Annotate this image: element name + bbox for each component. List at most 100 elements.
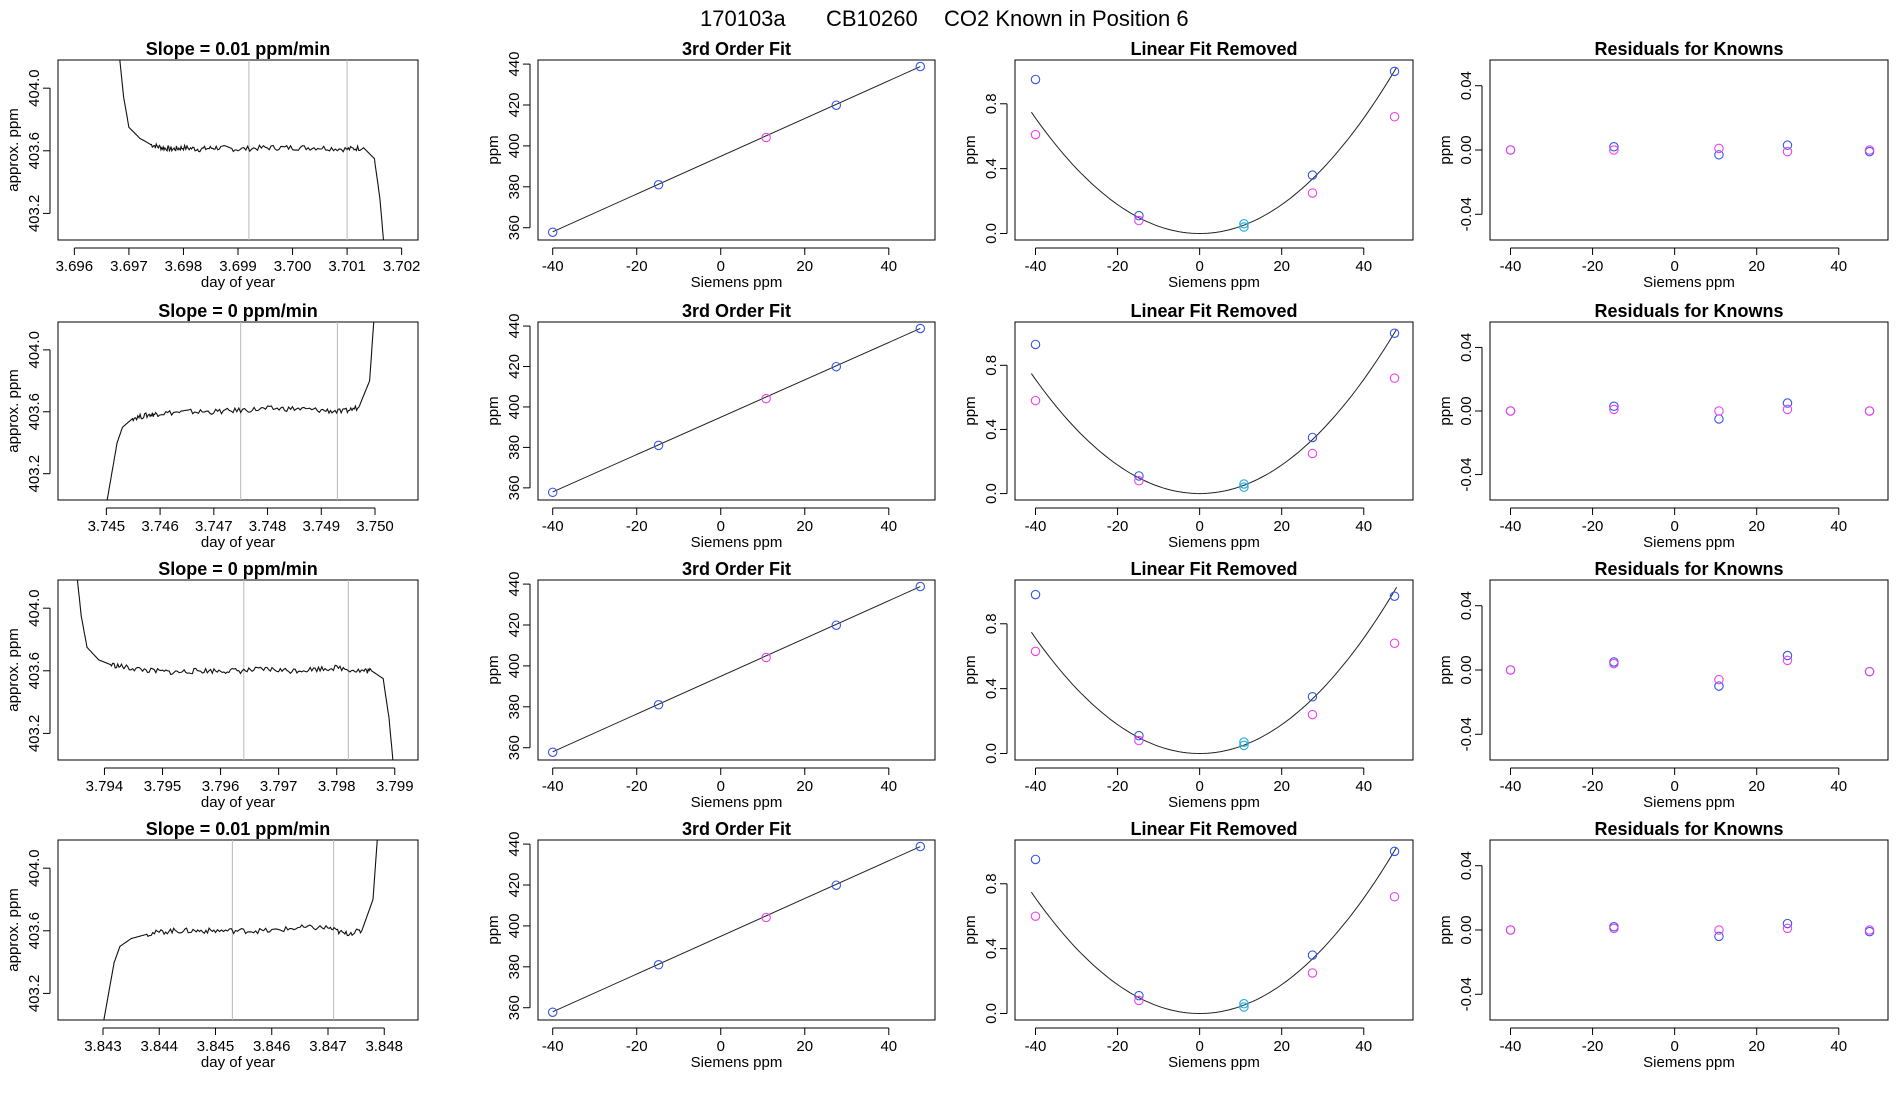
x-tick-label: -40 bbox=[1025, 518, 1047, 535]
point-test bbox=[1307, 968, 1318, 978]
x-tick-label: -20 bbox=[1107, 518, 1129, 535]
plot-frame bbox=[57, 579, 419, 761]
panel-r3-c1: Slope = 0 ppm/min day of year approx. ppm 3… bbox=[5, 559, 419, 811]
plot-frame bbox=[1014, 321, 1414, 501]
point-knowns bbox=[1134, 990, 1144, 1001]
point-test bbox=[1307, 448, 1318, 459]
plot-frame bbox=[1489, 579, 1889, 761]
plot-area bbox=[119, 60, 385, 240]
x-tick-label: -40 bbox=[1500, 258, 1522, 275]
x-tick-label: -40 bbox=[1025, 258, 1047, 275]
x-tick-label: 3.799 bbox=[376, 778, 414, 795]
x-axis-label: Siemens ppm bbox=[1168, 1054, 1260, 1071]
x-tick-label: 3.796 bbox=[202, 778, 240, 795]
y-tick-label: 0.8 bbox=[983, 873, 1000, 894]
panel-title: Slope = 0.01 ppm/min bbox=[146, 819, 331, 839]
panel-r2-c1: Slope = 0 ppm/min day of year approx. ppm 3… bbox=[5, 301, 419, 551]
signal-trace bbox=[119, 60, 385, 240]
y-tick-label: 0.04 bbox=[1458, 333, 1475, 362]
panel-title: Linear Fit Removed bbox=[1130, 559, 1297, 579]
x-tick-label: 40 bbox=[1830, 1038, 1847, 1055]
point-knowns bbox=[831, 361, 842, 372]
point-knowns bbox=[1714, 414, 1724, 424]
x-tick-label: -20 bbox=[626, 518, 648, 535]
panel-title: Linear Fit Removed bbox=[1130, 819, 1297, 839]
point-reference bbox=[1239, 737, 1249, 747]
panel-title: Linear Fit Removed bbox=[1130, 301, 1297, 321]
y-tick-label: 404.0 bbox=[26, 69, 43, 107]
x-tick-label: 40 bbox=[1355, 778, 1372, 795]
panel-title: Slope = 0 ppm/min bbox=[158, 301, 318, 321]
y-tick-label: 0.4 bbox=[983, 938, 1000, 959]
x-tick-label: 20 bbox=[1748, 518, 1765, 535]
y-tick-label: 360 bbox=[506, 995, 523, 1020]
x-tick-label: 3.847 bbox=[309, 1038, 347, 1055]
panel-r1-c3: Linear Fit Removed Siemens ppm ppm -40 -20 0 2… bbox=[962, 39, 1414, 291]
x-tick-label: 3.746 bbox=[141, 518, 179, 535]
y-tick-label: 0.00 bbox=[1458, 655, 1475, 684]
point-knowns bbox=[653, 440, 664, 451]
x-tick-label: 20 bbox=[1748, 1038, 1765, 1055]
fit-curve bbox=[1030, 328, 1398, 495]
y-tick-label: 403.2 bbox=[26, 195, 43, 233]
x-tick-label: -40 bbox=[542, 258, 564, 275]
y-tick-label: 380 bbox=[506, 694, 523, 719]
x-tick-label: 0 bbox=[717, 778, 725, 795]
x-tick-label: 40 bbox=[1355, 518, 1372, 535]
panel-r4-c2: 3rd Order Fit Siemens ppm ppm -40 -20 0 20 40 36… bbox=[485, 819, 936, 1071]
y-tick-label: 403.2 bbox=[26, 975, 43, 1013]
x-tick-label: -40 bbox=[542, 518, 564, 535]
y-tick-label: 400 bbox=[506, 133, 523, 158]
point-reference bbox=[1239, 999, 1249, 1009]
y-tick-label: 0.8 bbox=[983, 355, 1000, 376]
x-tick-label: 40 bbox=[1355, 258, 1372, 275]
fit-curve bbox=[1030, 587, 1398, 755]
point-test bbox=[1782, 404, 1793, 415]
point-knowns bbox=[1307, 432, 1318, 443]
y-tick-label: -0.04 bbox=[1458, 457, 1475, 491]
point-knowns bbox=[547, 487, 558, 498]
point-knowns bbox=[1782, 398, 1793, 408]
point-reference bbox=[1239, 479, 1249, 489]
y-tick-label: 0.4 bbox=[983, 158, 1000, 179]
x-tick-label: 0 bbox=[1670, 518, 1678, 535]
y-axis-label: ppm bbox=[1437, 396, 1454, 425]
panel-r3-c3: Linear Fit Removed Siemens ppm ppm -40 -20 0 2… bbox=[962, 559, 1414, 811]
y-axis-label: ppm bbox=[962, 655, 979, 684]
fit-curve bbox=[1030, 847, 1398, 1015]
plot-frame bbox=[1489, 839, 1889, 1021]
y-tick-label: -0.04 bbox=[1458, 197, 1475, 231]
plot-area bbox=[1505, 398, 1875, 424]
x-tick-label: 3.795 bbox=[144, 778, 182, 795]
plot-area bbox=[1030, 587, 1400, 755]
x-axis-label: Siemens ppm bbox=[1643, 794, 1735, 811]
y-tick-label: 403.2 bbox=[26, 455, 43, 493]
point-test bbox=[1864, 666, 1875, 677]
point-knowns bbox=[547, 227, 558, 237]
point-reference bbox=[1239, 482, 1249, 492]
figure-title-run: 170103a bbox=[700, 6, 786, 31]
panel-r1-c2: 3rd Order Fit Siemens ppm ppm -40 -20 0 20 40 36… bbox=[485, 39, 936, 291]
point-test bbox=[1505, 665, 1516, 675]
x-tick-label: 0 bbox=[717, 518, 725, 535]
panel-title: Residuals for Knowns bbox=[1594, 301, 1783, 321]
x-tick-label: 0 bbox=[1670, 258, 1678, 275]
x-tick-label: -40 bbox=[1025, 778, 1047, 795]
point-reference bbox=[1239, 740, 1249, 751]
x-tick-label: 3.845 bbox=[197, 1038, 235, 1055]
point-test bbox=[1609, 658, 1619, 669]
panel-title: Slope = 0 ppm/min bbox=[158, 559, 318, 579]
y-tick-label: 404.0 bbox=[26, 849, 43, 887]
point-test bbox=[1030, 129, 1041, 140]
x-tick-label: 40 bbox=[880, 778, 897, 795]
y-tick-label: 0.4 bbox=[983, 678, 1000, 699]
point-test bbox=[1030, 911, 1041, 921]
y-tick-label: 380 bbox=[506, 435, 523, 460]
point-knowns bbox=[1307, 692, 1318, 702]
plot-frame bbox=[537, 59, 936, 241]
point-knowns bbox=[1134, 730, 1144, 741]
point-reference bbox=[1239, 219, 1249, 229]
y-tick-label: 0.04 bbox=[1458, 71, 1475, 100]
point-knowns bbox=[1389, 591, 1400, 601]
y-tick-label: 0.04 bbox=[1458, 591, 1475, 620]
